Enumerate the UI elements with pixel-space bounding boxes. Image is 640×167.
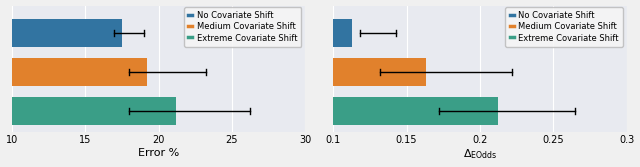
X-axis label: Error %: Error % [138,148,179,158]
Legend: No Covariate Shift, Medium Covariate Shift, Extreme Covariate Shift: No Covariate Shift, Medium Covariate Shi… [184,7,301,47]
X-axis label: $\Delta_{\mathrm{EOdds}}$: $\Delta_{\mathrm{EOdds}}$ [463,148,497,161]
Bar [0,58,147,86]
Bar [186,58,426,86]
Bar [186,97,497,125]
Bar [0,97,176,125]
Bar [0,19,122,47]
Bar [186,19,352,47]
Legend: No Covariate Shift, Medium Covariate Shift, Extreme Covariate Shift: No Covariate Shift, Medium Covariate Shi… [506,7,623,47]
